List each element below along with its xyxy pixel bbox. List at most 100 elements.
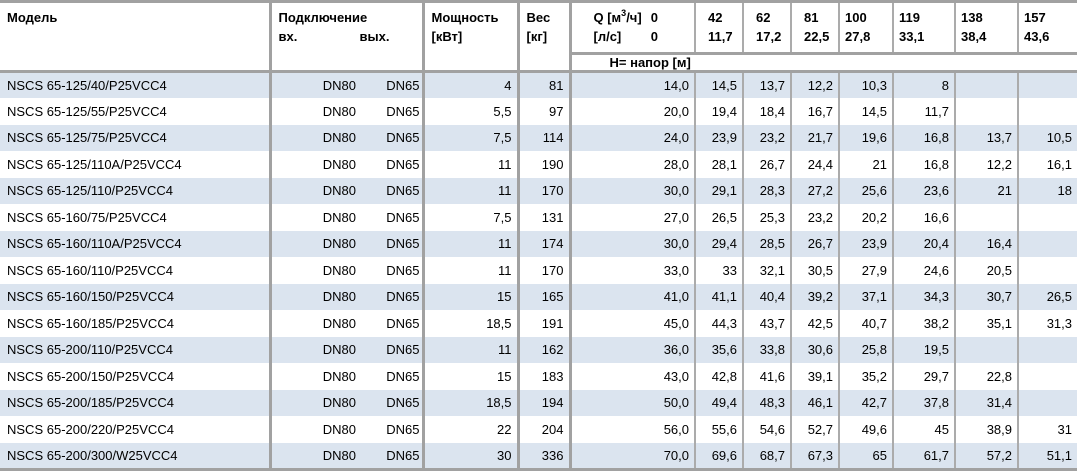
head-cell: 36,0 xyxy=(570,336,696,363)
flow-ls-value: 22,5 xyxy=(804,29,830,44)
head-cell: 39,2 xyxy=(791,283,840,310)
head-cell: 32,1 xyxy=(743,257,792,284)
power-cell: 15 xyxy=(423,283,520,310)
flow-m3h-value: 62 xyxy=(756,10,771,25)
flow-zero-grid: Q [м3/ч] 0 [л/с] 0 xyxy=(593,7,694,46)
head-cell: 35,1 xyxy=(955,310,1019,337)
outlet-cell: DN65 xyxy=(358,124,425,151)
model-cell: NSCS 65-125/75/P25VCC4 xyxy=(0,124,272,151)
outlet-subheader-label: вых. xyxy=(359,29,390,44)
model-cell: NSCS 65-125/110/P25VCC4 xyxy=(0,177,272,204)
head-cell: 20,5 xyxy=(955,257,1019,284)
model-cell: NSCS 65-200/150/P25VCC4 xyxy=(0,363,272,390)
model-cell: NSCS 65-200/220/P25VCC4 xyxy=(0,416,272,443)
column-header-flow-zero: Q [м3/ч] 0 [л/с] 0 xyxy=(570,1,696,55)
head-cell: 21 xyxy=(955,177,1019,204)
head-cell: 40,4 xyxy=(743,283,792,310)
head-cell: 16,6 xyxy=(893,204,956,231)
inlet-cell: DN80 xyxy=(322,78,356,93)
flow-m3h-value: 119 xyxy=(899,10,920,25)
head-cell: 50,0 xyxy=(570,389,696,416)
outlet-cell: DN65 xyxy=(358,98,425,125)
model-cell: NSCS 65-125/110A/P25VCC4 xyxy=(0,151,272,178)
inlet-cell: DN80 xyxy=(322,236,356,252)
table-row: NSCS 65-125/110/P25VCC4 DN80 DN65 11 170 30,0… xyxy=(0,177,1077,204)
head-cell: 29,4 xyxy=(695,230,744,257)
head-cell: 34,3 xyxy=(893,283,956,310)
head-cell: 18 xyxy=(1057,183,1072,199)
head-cell: 48,3 xyxy=(743,389,792,416)
flow-m3h-value: 138 xyxy=(961,10,983,25)
model-cell: NSCS 65-200/185/P25VCC4 xyxy=(0,389,272,416)
table-row: NSCS 65-200/185/P25VCC4 DN80 DN65 18,5 194 50… xyxy=(0,389,1077,416)
head-cell: 56,0 xyxy=(570,416,696,443)
head-cell: 8 xyxy=(893,71,956,98)
weight-header-line1: Вес xyxy=(526,10,551,25)
model-cell: NSCS 65-160/185/P25VCC4 xyxy=(0,310,272,337)
head-cell: 46,1 xyxy=(791,389,840,416)
weight-cell: 204 xyxy=(518,416,572,443)
head-cell: 49,4 xyxy=(695,389,744,416)
head-cell: 35,6 xyxy=(695,336,744,363)
connection-header-label: Подключение xyxy=(278,10,368,25)
column-header-flow-100: 100 27,8 xyxy=(839,1,894,55)
head-cell: 12,2 xyxy=(791,71,840,98)
head-cell: 41,6 xyxy=(743,363,792,390)
table-row: NSCS 65-160/75/P25VCC4 DN80 DN65 7,5 131 27,0… xyxy=(0,204,1077,231)
outlet-cell: DN65 xyxy=(358,151,425,178)
outlet-cell: DN65 xyxy=(358,389,425,416)
table-row: NSCS 65-125/75/P25VCC4 DN80 DN65 7,5 114 24,0… xyxy=(0,124,1077,151)
model-cell: NSCS 65-160/110A/P25VCC4 xyxy=(0,230,272,257)
table-row: NSCS 65-160/185/P25VCC4 DN80 DN65 18,5 191 45… xyxy=(0,310,1077,337)
head-cell: 28,5 xyxy=(743,230,792,257)
power-cell: 11 xyxy=(423,230,520,257)
head-cell: 20,2 xyxy=(839,204,894,231)
head-cell: 31,4 xyxy=(955,389,1019,416)
model-cell: NSCS 65-160/150/P25VCC4 xyxy=(0,283,272,310)
flow-m3h-value: 81 xyxy=(804,10,819,25)
head-cell: 19,5 xyxy=(893,336,956,363)
table-row: NSCS 65-125/110A/P25VCC4 DN80 DN65 11 190 28,… xyxy=(0,151,1077,178)
table-body: NSCS 65-125/40/P25VCC4 DN80 DN65 4 81 14,0 14,… xyxy=(0,71,1077,469)
head-cell: 13,7 xyxy=(955,124,1019,151)
head-cell: 55,6 xyxy=(695,416,744,443)
head-cell: 27,9 xyxy=(839,257,894,284)
head-cell: 43,0 xyxy=(570,363,696,390)
weight-cell: 174 xyxy=(518,230,572,257)
outlet-cell: DN65 xyxy=(358,310,425,337)
head-cell: 23,9 xyxy=(695,124,744,151)
head-cell: 21,7 xyxy=(791,124,840,151)
head-cell: 24,6 xyxy=(893,257,956,284)
inlet-cell: DN80 xyxy=(322,130,356,146)
model-cell: NSCS 65-200/110/P25VCC4 xyxy=(0,336,272,363)
inlet-cell: DN80 xyxy=(322,395,356,411)
head-cell: 61,7 xyxy=(893,442,956,469)
head-cell: 20,0 xyxy=(570,98,696,125)
head-cell: 16,8 xyxy=(893,124,956,151)
column-header-flow-42: 42 11,7 xyxy=(695,1,744,55)
head-cell xyxy=(1018,98,1077,125)
head-cell: 42,8 xyxy=(695,363,744,390)
inlet-cell: DN80 xyxy=(322,183,356,199)
head-cell: 51,1 xyxy=(1046,447,1072,463)
head-cell: 18,4 xyxy=(743,98,792,125)
flow-unit-m3h-label: Q [м3/ч] xyxy=(593,7,642,25)
inlet-cell: DN80 xyxy=(322,103,356,119)
head-cell: 26,7 xyxy=(791,230,840,257)
head-cell: 69,6 xyxy=(695,442,744,469)
table-row: NSCS 65-200/110/P25VCC4 DN80 DN65 11 162 36,0… xyxy=(0,336,1077,363)
column-header-flow-81: 81 22,5 xyxy=(791,1,840,55)
weight-cell: 162 xyxy=(518,336,572,363)
weight-cell: 194 xyxy=(518,389,572,416)
head-cell: 10,3 xyxy=(839,71,894,98)
column-header-flow-62: 62 17,2 xyxy=(743,1,792,55)
head-cell: 11,7 xyxy=(893,98,956,125)
head-cell xyxy=(1018,72,1077,99)
head-cell: 30,0 xyxy=(570,177,696,204)
head-cell: 16,7 xyxy=(791,98,840,125)
power-cell: 4 xyxy=(423,71,520,98)
head-cell: 33,0 xyxy=(570,257,696,284)
head-cell: 27,2 xyxy=(791,177,840,204)
flow-ls-value: 17,2 xyxy=(756,29,782,44)
